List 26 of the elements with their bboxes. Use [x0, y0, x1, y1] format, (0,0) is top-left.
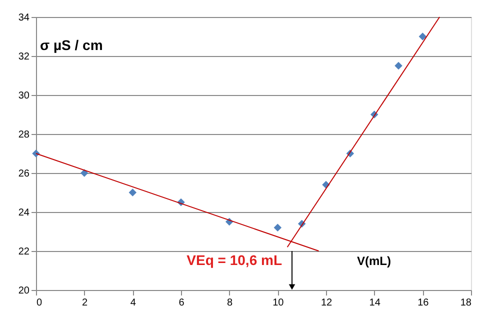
x-tick-label: 2 [82, 298, 88, 308]
y-tick-label: 32 [18, 52, 30, 62]
x-tick-label: 8 [227, 298, 234, 308]
annotation: VEq = 10,6 mL [186, 252, 282, 268]
x-tick-label: 16 [418, 298, 430, 308]
y-tick-label: 30 [18, 90, 30, 102]
x-tick-label: 12 [320, 298, 332, 308]
y-tick-label: 26 [18, 168, 30, 180]
point [80, 169, 88, 177]
y-tick-label: 28 [18, 130, 30, 140]
y-tick-label: 20 [18, 286, 30, 296]
y-tick-label: 34 [18, 12, 30, 24]
x-axis-title: V(mL) [357, 254, 391, 268]
y-tick-label: 24 [18, 208, 30, 218]
x-tick-label: 0 [36, 298, 42, 308]
x-tick-label: 6 [178, 298, 185, 308]
x-tick-label: 10 [272, 298, 284, 308]
point [418, 32, 427, 40]
point [128, 188, 137, 196]
y-tick-label: 22 [18, 246, 30, 258]
x-tick-label: 18 [460, 298, 472, 308]
point [274, 224, 282, 232]
y-axis-title: σ µS / cm [40, 37, 103, 53]
x-tick-label: 14 [369, 298, 381, 308]
point [394, 62, 402, 70]
x-tick-label: 4 [130, 298, 136, 308]
